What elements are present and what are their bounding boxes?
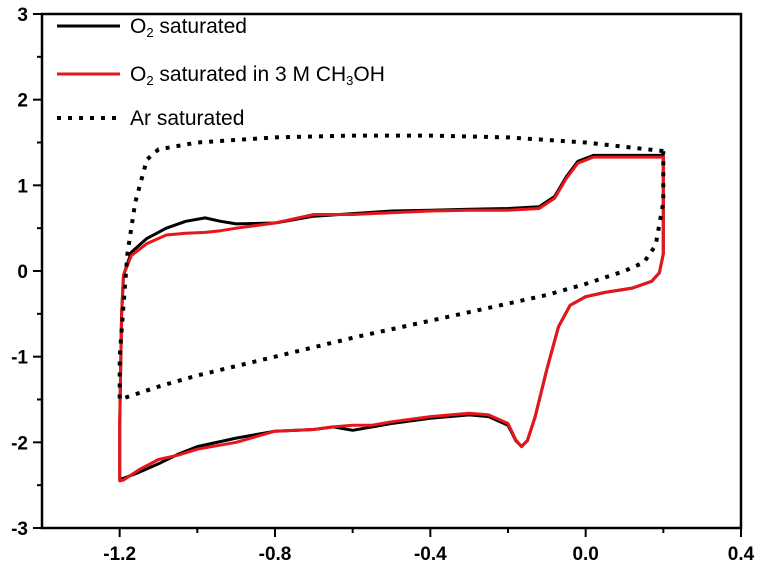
y-tick-label: -3: [11, 519, 28, 540]
legend-label-ar-saturated: Ar saturated: [130, 107, 244, 130]
legend: O2 saturated O2 saturated in 3 M CH3OH Ar …: [57, 15, 385, 130]
y-tick-label: 2: [17, 91, 28, 112]
y-tick-label: 3: [17, 5, 28, 26]
legend-label-o2-saturated: O2 saturated: [130, 15, 247, 40]
axes-layer: -1.2 -0.8 -0.4 0.0 0.4 -3 -2 -1 0 1 2 3: [11, 5, 755, 565]
y-tick-label: -1: [11, 348, 28, 369]
series-layer: [117, 133, 666, 483]
x-tick-label: -0.8: [259, 544, 292, 565]
x-tick-label: 0.4: [728, 544, 755, 565]
y-tick-label: 0: [17, 262, 28, 283]
y-tick-label: 1: [17, 176, 28, 197]
x-tick-label: -1.2: [103, 544, 136, 565]
series-line-o2-saturated-in-3-m-ch3oh: [118, 155, 665, 483]
y-tick-label: -2: [11, 433, 28, 454]
x-tick-label: 0.0: [572, 544, 598, 565]
x-tick-label: -0.4: [414, 544, 447, 565]
legend-label-o2-saturated-in-3-m-ch3oh: O2 saturated in 3 M CH3OH: [130, 63, 385, 88]
